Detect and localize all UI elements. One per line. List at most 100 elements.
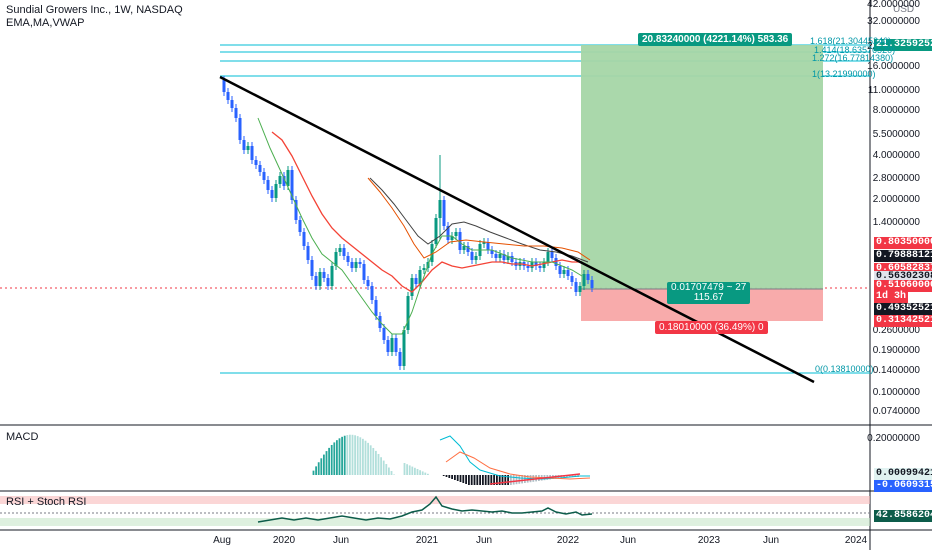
macd-hist-bar-neg xyxy=(451,475,453,479)
fib-label-1: 1(13.21990000) xyxy=(812,69,876,79)
macd-hist-bar xyxy=(388,467,390,475)
macd-hist-bar-neg xyxy=(454,475,456,480)
macd-hist-bar xyxy=(372,447,375,475)
time-axis-label: 2020 xyxy=(272,535,296,546)
macd-hist-bar xyxy=(320,458,323,475)
macd-pane-label[interactable]: MACD xyxy=(6,431,39,443)
macd-hist-bar-neg xyxy=(512,475,515,485)
candle-body xyxy=(226,92,230,100)
macd-hist-bar xyxy=(330,444,333,475)
price-axis-label: 4.0000000 xyxy=(872,149,920,161)
macd-hist-bar-neg xyxy=(498,475,501,485)
macd-signal-line xyxy=(445,451,591,480)
candle-body xyxy=(354,262,358,268)
macd-hist-bar xyxy=(354,435,356,475)
macd-hist-bar xyxy=(333,442,336,475)
macd-hist-bar xyxy=(328,447,330,475)
symbol-title[interactable]: Sundial Growers Inc., 1W, NASDAQ xyxy=(6,4,183,16)
candle-body xyxy=(246,146,250,150)
candle-body xyxy=(286,170,290,186)
candle-body xyxy=(406,296,410,330)
price-axis-label: 11.0000000 xyxy=(867,84,920,96)
candle-body xyxy=(222,80,226,92)
candle-body xyxy=(462,246,466,250)
candle-body xyxy=(334,252,338,266)
macd-hist-bar xyxy=(411,466,414,475)
candle-body xyxy=(590,280,594,288)
macd-hist-bar-neg xyxy=(521,475,523,484)
ema-line xyxy=(271,131,582,293)
candle-body xyxy=(570,276,574,282)
candle-body xyxy=(474,256,478,260)
candle-body xyxy=(558,266,562,274)
candle-body xyxy=(542,262,546,268)
candle-body xyxy=(530,262,534,268)
candle-body xyxy=(486,242,490,250)
rsi-line xyxy=(257,495,593,523)
candle-body xyxy=(374,300,378,316)
macd-hist-bar xyxy=(427,473,429,475)
candle-body xyxy=(582,274,586,286)
price-tag: 0.80350000 xyxy=(874,237,932,249)
macd-hist-bar-neg xyxy=(524,475,526,483)
macd-hist-bar-neg xyxy=(484,475,487,485)
candle-body xyxy=(282,176,286,186)
ma-slow-line xyxy=(369,177,589,263)
indicator-legend[interactable]: EMA,MA,VWAP xyxy=(6,17,85,29)
entry-label: 0.01707479 ~ 27 115.67 xyxy=(667,282,751,304)
time-axis-label: 2021 xyxy=(415,535,439,546)
price-tag: 0.49352521 xyxy=(874,303,932,315)
candle-body xyxy=(250,146,254,160)
time-axis-label: Aug xyxy=(213,535,231,546)
candle-body xyxy=(294,200,298,220)
rsi-value-tag: 42.85862040 xyxy=(874,510,932,522)
rsi-pane-label[interactable]: RSI + Stoch RSI xyxy=(6,496,87,508)
macd-hist-bar-neg xyxy=(490,475,493,485)
price-tag: 0.79888121 xyxy=(874,250,932,262)
candle-body xyxy=(442,200,446,226)
price-axis-label: 16.0000000 xyxy=(867,60,920,72)
fib-label-0: 0(0.13810000) xyxy=(815,364,874,374)
candle-body xyxy=(230,100,234,108)
macd-hist-bar xyxy=(419,470,421,475)
candle-body xyxy=(318,272,322,286)
macd-hist-bar-neg xyxy=(456,475,459,481)
macd-hist-bar xyxy=(317,462,320,475)
macd-hist-bar xyxy=(323,454,325,475)
candle-body xyxy=(470,252,474,260)
candle-body xyxy=(538,266,542,268)
candle-body xyxy=(266,180,270,190)
macd-hist-bar xyxy=(356,436,359,475)
rsi-oversold-band xyxy=(0,518,870,526)
candle-body xyxy=(414,278,418,284)
macd-hist-bar-neg xyxy=(479,475,481,485)
candle-body xyxy=(330,266,334,286)
price-axis-label: 2.0000000 xyxy=(872,194,920,206)
time-axis-label: Jun xyxy=(619,535,637,546)
price-axis-label: 0.1900000 xyxy=(872,345,920,357)
price-axis-label: 32.0000000 xyxy=(867,16,920,28)
price-tag: 0.31342521 xyxy=(874,315,932,327)
macd-hist-bar-neg xyxy=(448,475,451,478)
macd-hist-bar xyxy=(416,469,419,475)
target-label: 20.83240000 (4221.14%) 583.36 xyxy=(638,33,793,46)
price-axis-label: 5.5000000 xyxy=(872,129,920,141)
candle-body xyxy=(586,274,590,280)
macd-hist-bar-neg xyxy=(462,475,465,483)
macd-hist-bar-neg xyxy=(482,475,484,485)
candle-body xyxy=(566,270,570,276)
macd-hist-bar xyxy=(414,467,416,475)
candle-body xyxy=(270,190,274,198)
candle-body xyxy=(574,282,578,292)
macd-hist-bar-neg xyxy=(568,475,571,477)
candle-body xyxy=(298,220,302,232)
price-axis-label: 1.4000000 xyxy=(872,217,920,229)
macd-hist-bar xyxy=(338,438,341,475)
candle-body xyxy=(466,246,470,252)
candle-body xyxy=(242,140,246,150)
macd-hist-bar-neg xyxy=(504,475,507,485)
fib-label-1272: 1.272(16.77814380) xyxy=(812,53,894,63)
macd-hist-bar xyxy=(315,466,317,475)
